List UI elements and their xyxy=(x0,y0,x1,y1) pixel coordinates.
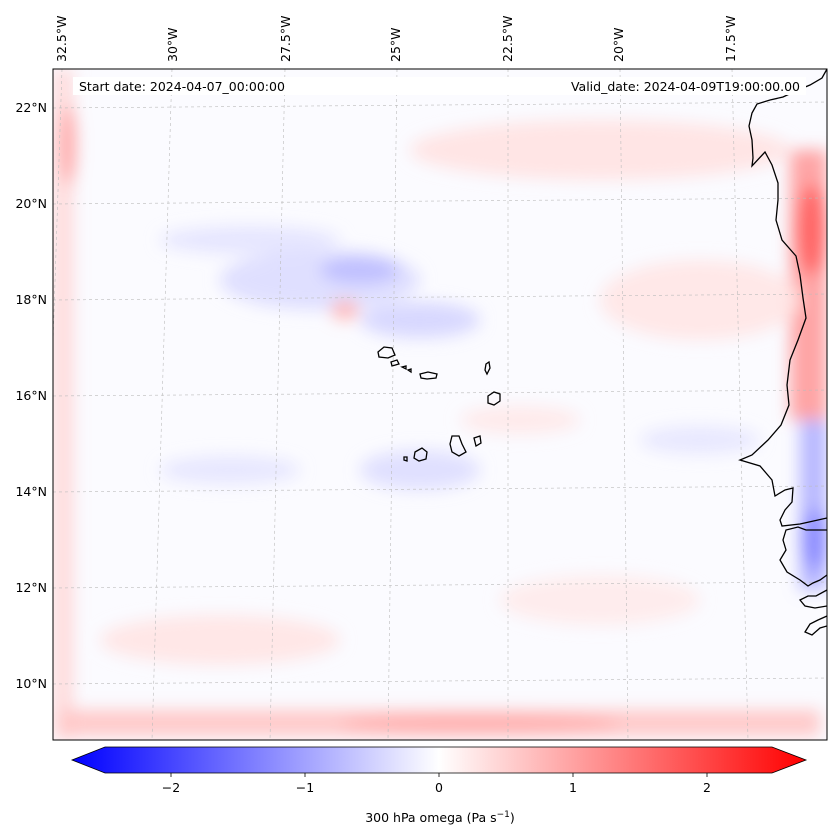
omega-field xyxy=(53,69,827,740)
lon-label: 20°W xyxy=(611,27,626,62)
lon-label: 32.5°W xyxy=(54,16,69,62)
lat-label: 18°N xyxy=(15,292,47,307)
longitude-labels: 32.5°W 30°W 27.5°W 25°W 22.5°W 20°W 17.5… xyxy=(54,16,738,62)
lon-label: 30°W xyxy=(165,27,180,62)
africa-coastline xyxy=(738,69,827,636)
colorbar-label: 300 hPa omega (Pa s−1) xyxy=(365,810,515,825)
lat-label: 20°N xyxy=(15,196,47,211)
colorbar-tick-label: −2 xyxy=(162,780,180,795)
lat-label: 16°N xyxy=(15,388,47,403)
lat-label: 14°N xyxy=(15,484,47,499)
lon-label: 27.5°W xyxy=(278,16,293,62)
colorbar-tick-label: 2 xyxy=(703,780,711,795)
lon-label: 22.5°W xyxy=(500,16,515,62)
map-frame xyxy=(52,68,828,741)
colorbar: −2 −1 0 1 2 300 hPa omega (Pa s−1) xyxy=(70,746,808,825)
valid-date-text: Valid_date: 2024-04-09T19:00:00.00 xyxy=(571,79,800,94)
colorbar-tick-label: −1 xyxy=(296,780,314,795)
omega-anomalies xyxy=(53,69,827,740)
colorbar-tick-label: 0 xyxy=(435,780,443,795)
coastline xyxy=(377,69,827,636)
lat-label: 10°N xyxy=(15,676,47,691)
colorbar-ticks xyxy=(170,773,708,777)
colorbar-bar xyxy=(70,746,808,774)
start-date-text: Start date: 2024-04-07_00:00:00 xyxy=(79,79,285,94)
colorbar-tick-label: 1 xyxy=(569,780,577,795)
lat-label: 12°N xyxy=(15,580,47,595)
cape-verde-islands xyxy=(377,346,501,462)
lat-label: 22°N xyxy=(15,100,47,115)
header-strip xyxy=(73,77,806,95)
latitude-labels: 22°N 20°N 18°N 16°N 14°N 12°N 10°N xyxy=(15,100,47,691)
map-panel: Start date: 2024-04-07_00:00:00 Valid_da… xyxy=(52,68,828,741)
lon-label: 25°W xyxy=(388,27,403,62)
gridlines xyxy=(53,69,827,740)
lon-label: 17.5°W xyxy=(723,16,738,62)
